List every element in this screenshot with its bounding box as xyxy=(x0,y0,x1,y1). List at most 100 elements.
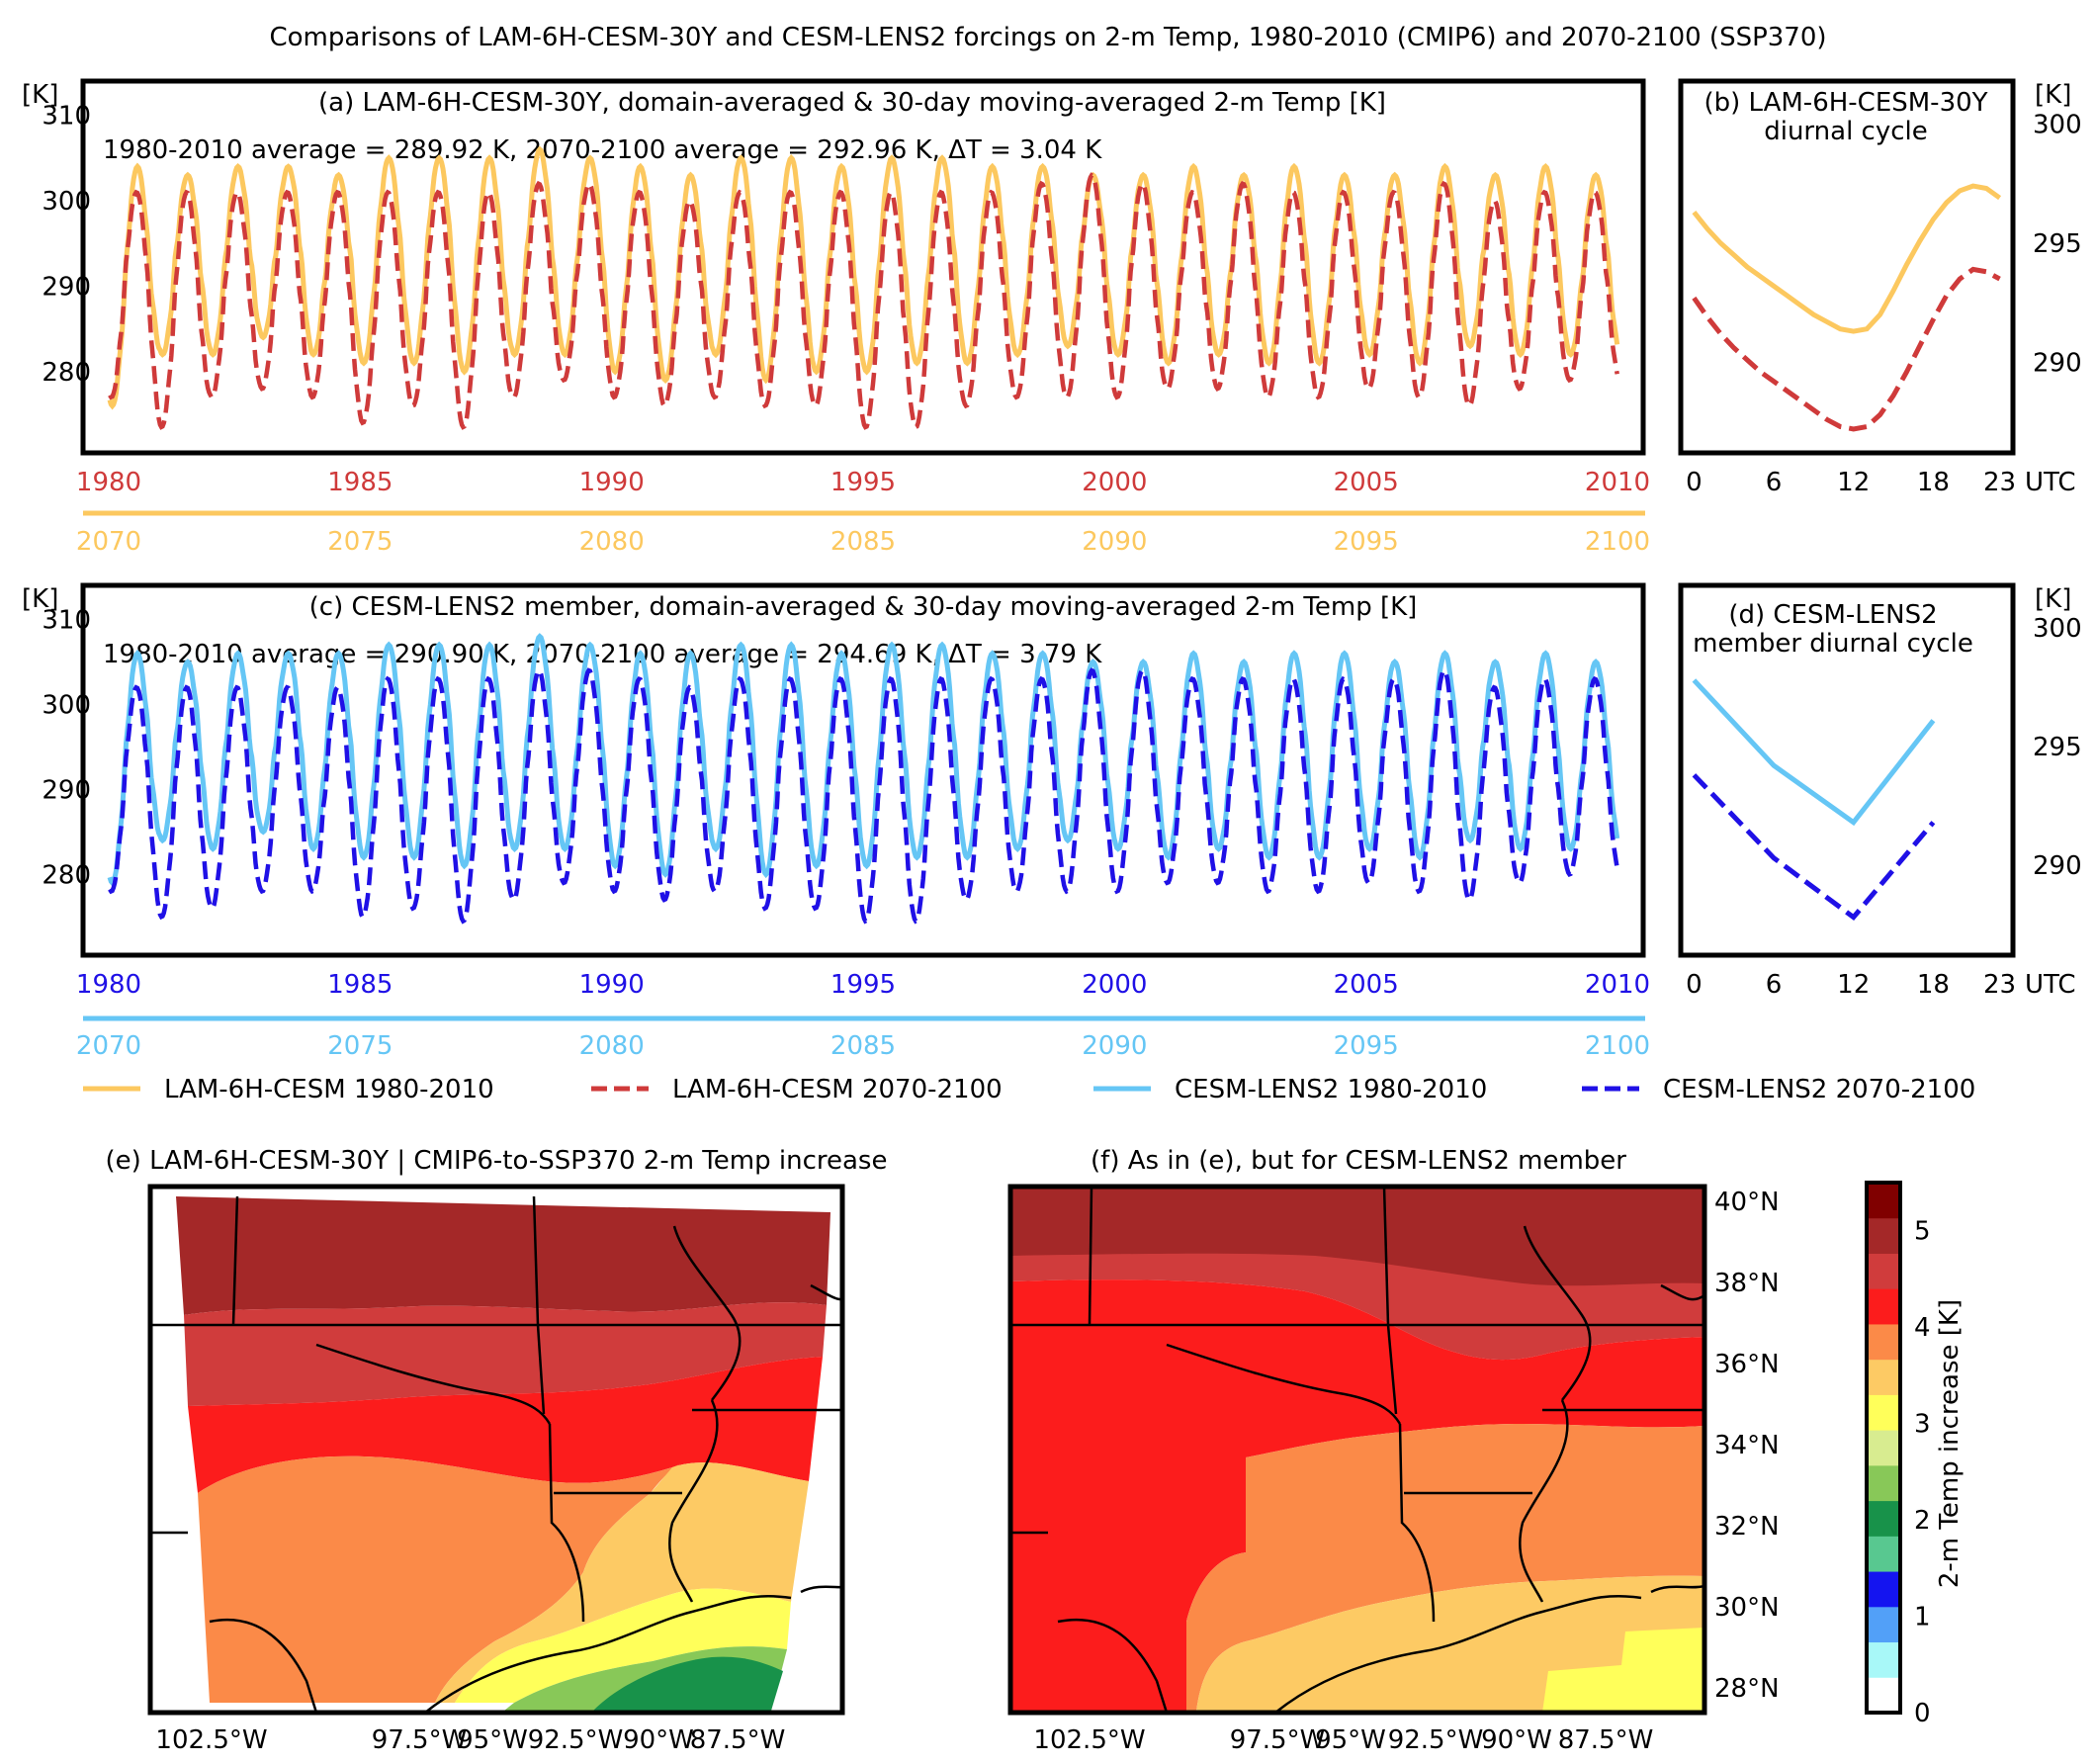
xtick-label-hist: 2005 xyxy=(1334,468,1399,497)
colorbar-segment xyxy=(1867,1253,1900,1289)
xtick-label-hist: 1995 xyxy=(830,468,896,497)
legend: LAM-6H-CESM 1980-2010 LAM-6H-CESM 2070-21… xyxy=(83,1075,1975,1104)
colorbar-tick-label: 5 xyxy=(1914,1217,1931,1247)
xtick-label-fut: 2085 xyxy=(830,1031,896,1061)
xtick-label: 12 xyxy=(1837,970,1870,1000)
xtick-label-hist: 1995 xyxy=(830,970,896,1000)
map-xtick-label: 90°W xyxy=(623,1725,694,1755)
panel-c-frame xyxy=(80,582,1646,958)
colorbar-segment xyxy=(1867,1677,1900,1714)
ytick-label: 300 xyxy=(2033,110,2082,139)
xtick-label-fut: 2070 xyxy=(76,1031,141,1061)
map-f-band-light-green xyxy=(1542,1628,1704,1713)
panel-d-ylabel: [K] xyxy=(2035,584,2071,614)
colorbar-frame xyxy=(1865,1181,1902,1715)
panel-a-xticks-fut: 2070 2075 2080 2085 2090 2095 2100 xyxy=(76,527,1650,557)
xtick-label-fut: 2090 xyxy=(1082,527,1147,557)
series-line-fut xyxy=(108,667,1619,925)
xtick-label-hist: 2000 xyxy=(1082,468,1147,497)
xtick-label-fut: 2085 xyxy=(830,527,896,557)
panel-a-annotation: 1980-2010 average = 289.92 K, 2070-2100 … xyxy=(103,135,1102,165)
map-xtick-label: 90°W xyxy=(1481,1725,1552,1755)
panel-a-series xyxy=(107,145,1620,431)
xtick-label-hist: 2010 xyxy=(1585,970,1650,1000)
colorbar: 0 1 2 3 4 5 2-m Temp increase [K] xyxy=(1865,1181,1965,1728)
panel-d-xticks: 0 6 12 18 23 UTC xyxy=(1686,970,2075,1000)
map-f-band-central xyxy=(1010,1279,1704,1713)
colorbar-segment xyxy=(1867,1359,1900,1395)
map-xtick-label: 97.5°W xyxy=(1230,1725,1326,1755)
panel-c-series xyxy=(107,633,1620,925)
xtick-label-fut: 2080 xyxy=(579,527,645,557)
colorbar-segment xyxy=(1867,1183,1900,1219)
map-xtick-label: 87.5°W xyxy=(690,1725,786,1755)
panel-a-frame xyxy=(80,78,1646,456)
panel-b-title-line1: (b) LAM-6H-CESM-30Y xyxy=(1703,88,1987,118)
map-f-band-south-central xyxy=(1186,1424,1704,1713)
panel-e-map xyxy=(150,1195,842,1713)
panel-f-yticks: 40°N 38°N 36°N 34°N 32°N 30°N 28°N xyxy=(1714,1188,1780,1704)
panel-f-frame xyxy=(1007,1184,1707,1716)
panel-c-ylabel: [K] xyxy=(22,584,58,614)
xtick-label: 0 xyxy=(1686,468,1703,497)
xtick-label: 6 xyxy=(1766,468,1783,497)
panel-b-frame xyxy=(1678,78,2016,456)
panel-e-frame xyxy=(147,1184,845,1716)
colorbar-segment xyxy=(1867,1606,1900,1643)
xtick-label-fut: 2100 xyxy=(1585,527,1650,557)
xtick-label-hist: 2010 xyxy=(1585,468,1650,497)
xtick-label-fut: 2090 xyxy=(1082,1031,1147,1061)
legend-item: LAM-6H-CESM 1980-2010 xyxy=(83,1075,494,1104)
xtick-label-hist: 1990 xyxy=(579,468,645,497)
map-xtick-label: 87.5°W xyxy=(1558,1725,1654,1755)
legend-label: LAM-6H-CESM 2070-2100 xyxy=(672,1075,1003,1104)
panel-d-series xyxy=(1692,678,1936,922)
legend-item: CESM-LENS2 1980-2010 xyxy=(1093,1075,1487,1104)
xtick-label-fut: 2075 xyxy=(327,527,393,557)
xtick-label: 23 xyxy=(1983,970,2016,1000)
panel-b-yticks: 290 295 300 xyxy=(2033,110,2082,378)
panel-f-xticks: 102.5°W 97.5°W95°W 92.5°W90°W 87.5°W xyxy=(1033,1725,1653,1755)
map-e-band-gulf-coast xyxy=(455,1588,791,1703)
panel-b-title-line2: diurnal cycle xyxy=(1764,117,1928,146)
map-ytick-label: 32°N xyxy=(1714,1512,1780,1542)
panel-c-xticks-hist: 1980 1985 1990 1995 2000 2005 2010 xyxy=(76,970,1650,1000)
map-xtick-label: 102.5°W xyxy=(1033,1725,1145,1755)
map-ytick-label: 34°N xyxy=(1714,1431,1780,1460)
map-e-band-north xyxy=(176,1196,830,1315)
xtick-label: 23 xyxy=(1983,468,2016,497)
panel-a-ylabel: [K] xyxy=(22,80,58,110)
xtick-label: 18 xyxy=(1917,468,1950,497)
series-line-hist xyxy=(107,145,1620,410)
map-f-band-north xyxy=(1010,1187,1704,1287)
colorbar-segment xyxy=(1867,1217,1900,1254)
xtick-label: 18 xyxy=(1917,970,1950,1000)
panel-e-title: (e) LAM-6H-CESM-30Y | CMIP6-to-SSP370 2-… xyxy=(106,1146,888,1176)
panel-d-frame xyxy=(1678,582,2016,958)
panel-f-title: (f) As in (e), but for CESM-LENS2 member xyxy=(1091,1146,1626,1176)
panel-d-title-line1: (d) CESM-LENS2 xyxy=(1728,600,1937,630)
colorbar-segment xyxy=(1867,1288,1900,1325)
colorbar-tick-label: 1 xyxy=(1914,1603,1931,1632)
xtick-label-hist: 1985 xyxy=(327,970,393,1000)
panel-d-title-line2: member diurnal cycle xyxy=(1693,629,1973,659)
panel-e: (e) LAM-6H-CESM-30Y | CMIP6-to-SSP370 2-… xyxy=(106,1146,888,1755)
xtick-label-fut: 2075 xyxy=(327,1031,393,1061)
xtick-label-hist: 2005 xyxy=(1334,970,1399,1000)
map-xtick-label: 92.5°W xyxy=(1388,1725,1484,1755)
legend-label: CESM-LENS2 1980-2010 xyxy=(1175,1075,1487,1104)
panel-c-title: (c) CESM-LENS2 member, domain-averaged &… xyxy=(309,592,1418,622)
map-e-band-far-southeast xyxy=(593,1656,783,1711)
panel-b-series xyxy=(1692,183,2002,432)
colorbar-segment xyxy=(1867,1536,1900,1572)
xtick-label: 0 xyxy=(1686,970,1703,1000)
map-xtick-label: 97.5°W xyxy=(372,1725,468,1755)
colorbar-label: 2-m Temp increase [K] xyxy=(1935,1299,1965,1588)
xtick-label-fut: 2070 xyxy=(76,527,141,557)
ytick-label: 295 xyxy=(2033,733,2082,762)
panel-c-xticks-fut: 2070 2075 2080 2085 2090 2095 2100 xyxy=(76,1031,1650,1061)
xtick-label-fut: 2080 xyxy=(579,1031,645,1061)
diurnal-line-fut xyxy=(1692,773,1936,922)
colorbar-tick-label: 2 xyxy=(1914,1506,1931,1536)
